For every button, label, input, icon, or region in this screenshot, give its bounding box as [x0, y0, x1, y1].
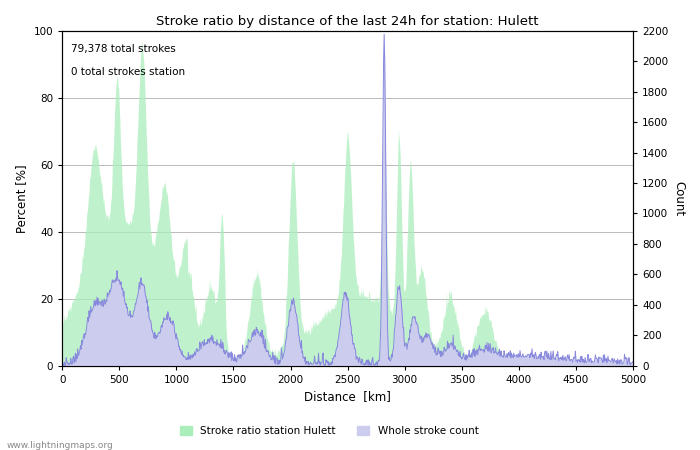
Title: Stroke ratio by distance of the last 24h for station: Hulett: Stroke ratio by distance of the last 24h…: [156, 15, 539, 28]
Y-axis label: Count: Count: [672, 180, 685, 216]
Legend: Stroke ratio station Hulett, Whole stroke count: Stroke ratio station Hulett, Whole strok…: [176, 422, 482, 440]
Text: 0 total strokes station: 0 total strokes station: [71, 68, 185, 77]
Text: 79,378 total strokes: 79,378 total strokes: [71, 44, 176, 54]
Text: www.lightningmaps.org: www.lightningmaps.org: [7, 441, 113, 450]
X-axis label: Distance  [km]: Distance [km]: [304, 391, 391, 404]
Y-axis label: Percent [%]: Percent [%]: [15, 164, 28, 233]
